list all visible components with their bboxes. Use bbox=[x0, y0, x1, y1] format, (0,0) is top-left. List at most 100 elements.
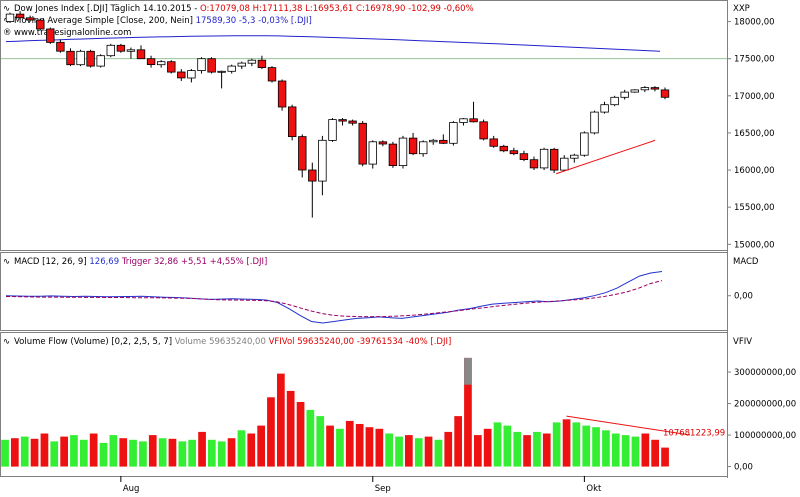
volume-bar[interactable] bbox=[651, 439, 659, 467]
candle[interactable] bbox=[590, 110, 599, 135]
volume-bar[interactable] bbox=[70, 435, 78, 467]
candle[interactable] bbox=[408, 132, 418, 156]
volume-bar[interactable] bbox=[316, 416, 325, 467]
volume-bar[interactable] bbox=[286, 390, 295, 467]
volume-bar[interactable] bbox=[336, 428, 344, 467]
volume-bar[interactable] bbox=[365, 427, 374, 467]
volume-bar[interactable] bbox=[434, 439, 443, 467]
volume-bar[interactable] bbox=[493, 422, 502, 467]
candle[interactable] bbox=[287, 104, 297, 141]
volume-bar[interactable] bbox=[267, 397, 275, 467]
volume-bar[interactable] bbox=[178, 441, 187, 467]
candle[interactable] bbox=[398, 135, 408, 169]
candle[interactable] bbox=[298, 134, 307, 178]
volume-bar[interactable] bbox=[60, 436, 68, 467]
volume-bar[interactable] bbox=[198, 431, 206, 467]
candle[interactable] bbox=[328, 118, 337, 142]
candle[interactable] bbox=[499, 144, 508, 153]
volume-bar[interactable] bbox=[257, 425, 265, 467]
candle[interactable] bbox=[308, 162, 317, 218]
candle[interactable] bbox=[46, 27, 55, 44]
volume-bar[interactable] bbox=[345, 420, 354, 467]
volume-bar[interactable] bbox=[661, 447, 669, 467]
volume-bar[interactable] bbox=[523, 435, 531, 467]
volume-bar[interactable] bbox=[464, 357, 472, 467]
volume-bar[interactable] bbox=[30, 438, 39, 467]
volume-bar[interactable] bbox=[227, 438, 236, 467]
candle[interactable] bbox=[560, 155, 569, 172]
volume-bar[interactable] bbox=[562, 419, 571, 467]
volume-bar[interactable] bbox=[247, 433, 256, 467]
candle[interactable] bbox=[106, 43, 115, 58]
volume-bar[interactable] bbox=[277, 373, 285, 467]
candle[interactable] bbox=[126, 47, 136, 59]
volume-bar[interactable] bbox=[158, 438, 167, 467]
candle[interactable] bbox=[660, 87, 670, 100]
candle[interactable] bbox=[187, 69, 196, 83]
candle[interactable] bbox=[580, 131, 589, 157]
candle[interactable] bbox=[378, 140, 388, 147]
volume-bar[interactable] bbox=[208, 439, 216, 467]
candle[interactable] bbox=[630, 89, 639, 93]
candle[interactable] bbox=[439, 134, 448, 145]
volume-bar[interactable] bbox=[148, 435, 157, 467]
volume-bar[interactable] bbox=[119, 438, 128, 467]
candle[interactable] bbox=[368, 140, 377, 169]
candle[interactable] bbox=[217, 70, 226, 89]
candle[interactable] bbox=[469, 101, 478, 123]
volume-bar[interactable] bbox=[217, 441, 226, 467]
candle[interactable] bbox=[136, 45, 146, 60]
candle[interactable] bbox=[418, 140, 428, 157]
volume-bar[interactable] bbox=[641, 433, 650, 467]
candle[interactable] bbox=[449, 121, 458, 146]
candle[interactable] bbox=[610, 95, 619, 107]
volume-bar[interactable] bbox=[89, 433, 98, 467]
volume-bar[interactable] bbox=[602, 430, 610, 467]
volume-bar[interactable] bbox=[513, 431, 522, 467]
candle[interactable] bbox=[570, 153, 579, 163]
candle[interactable] bbox=[247, 58, 257, 67]
volume-bar[interactable] bbox=[474, 435, 482, 467]
candle[interactable] bbox=[5, 12, 15, 24]
candle[interactable] bbox=[267, 66, 277, 83]
candle[interactable] bbox=[15, 11, 25, 21]
candle[interactable] bbox=[86, 49, 95, 68]
volume-bar[interactable] bbox=[424, 436, 433, 467]
volume-bar[interactable] bbox=[395, 436, 403, 467]
volume-bar[interactable] bbox=[80, 439, 88, 467]
candle[interactable] bbox=[257, 55, 267, 70]
volume-bar[interactable] bbox=[139, 441, 147, 467]
candle[interactable] bbox=[36, 18, 45, 31]
volume-bar[interactable] bbox=[20, 436, 29, 467]
candle[interactable] bbox=[167, 60, 176, 74]
volume-bar[interactable] bbox=[552, 422, 561, 467]
volume-bar[interactable] bbox=[405, 435, 413, 467]
candle[interactable] bbox=[25, 15, 35, 22]
candle[interactable] bbox=[96, 54, 105, 68]
volume-bar[interactable] bbox=[296, 402, 305, 467]
candle[interactable] bbox=[620, 89, 629, 100]
volume-bar[interactable] bbox=[454, 416, 462, 467]
volume-bar[interactable] bbox=[542, 433, 551, 467]
candle[interactable] bbox=[519, 150, 529, 162]
candle[interactable] bbox=[177, 69, 186, 81]
candle[interactable] bbox=[338, 118, 347, 126]
volume-bar[interactable] bbox=[129, 439, 137, 467]
volume-bar[interactable] bbox=[40, 433, 49, 467]
volume-bar[interactable] bbox=[592, 427, 600, 467]
volume-bar[interactable] bbox=[109, 435, 118, 467]
candle[interactable] bbox=[197, 57, 206, 74]
candle[interactable] bbox=[550, 147, 559, 174]
volume-bar[interactable] bbox=[1, 439, 9, 467]
candle[interactable] bbox=[489, 135, 498, 148]
volume-bar[interactable] bbox=[188, 439, 196, 467]
volume-bar[interactable] bbox=[11, 438, 19, 467]
volume-bar[interactable] bbox=[631, 436, 640, 467]
candle[interactable] bbox=[650, 86, 660, 92]
volume-bar[interactable] bbox=[483, 428, 492, 467]
volume-bar[interactable] bbox=[375, 428, 384, 467]
candle[interactable] bbox=[600, 101, 609, 114]
candle[interactable] bbox=[479, 119, 488, 141]
candle[interactable] bbox=[56, 39, 65, 53]
volume-bar[interactable] bbox=[533, 431, 541, 467]
